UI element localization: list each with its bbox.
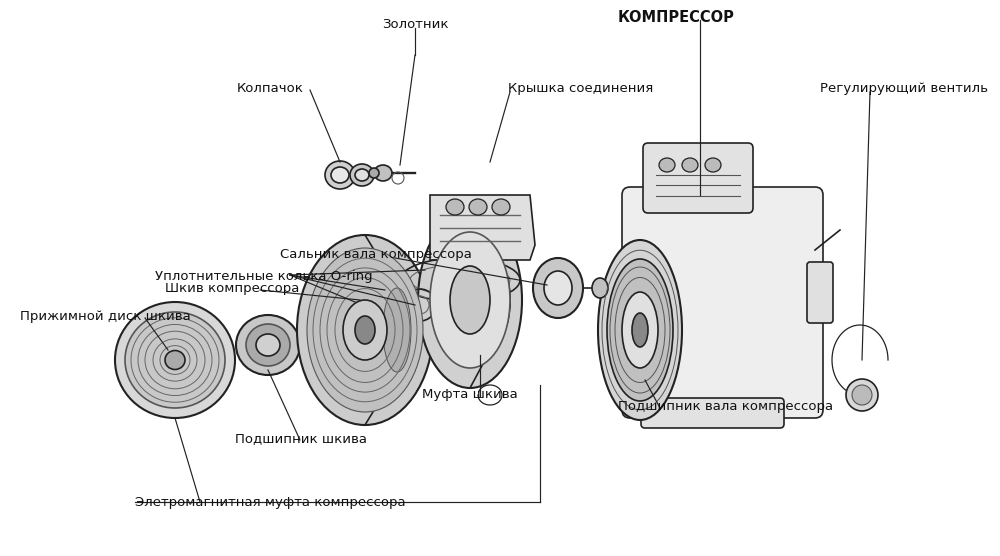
Text: Регулирующий вентиль: Регулирующий вентиль [820, 82, 988, 95]
Ellipse shape [125, 312, 225, 408]
Ellipse shape [236, 315, 300, 375]
Ellipse shape [307, 248, 423, 412]
FancyBboxPatch shape [622, 187, 823, 418]
Ellipse shape [705, 158, 721, 172]
Ellipse shape [659, 158, 675, 172]
Text: Крышка соединения: Крышка соединения [508, 82, 653, 95]
Text: Подшипник шкива: Подшипник шкива [235, 432, 367, 445]
Polygon shape [430, 195, 535, 260]
Ellipse shape [592, 278, 608, 298]
FancyBboxPatch shape [613, 262, 639, 323]
Ellipse shape [355, 169, 369, 181]
Text: КОМПРЕССОР: КОМПРЕССОР [618, 10, 735, 25]
Text: Колпачок: Колпачок [237, 82, 303, 95]
Ellipse shape [632, 313, 648, 347]
FancyBboxPatch shape [641, 398, 784, 428]
Ellipse shape [246, 324, 290, 366]
Text: Прижимной диск шкива: Прижимной диск шкива [20, 310, 191, 323]
Ellipse shape [256, 334, 280, 356]
Ellipse shape [383, 287, 411, 373]
Ellipse shape [846, 379, 878, 411]
Text: Сальник вала компрессора: Сальник вала компрессора [280, 248, 472, 261]
Text: Муфта шкива: Муфта шкива [422, 388, 518, 401]
Ellipse shape [418, 212, 522, 388]
Ellipse shape [297, 235, 433, 425]
Ellipse shape [598, 240, 682, 420]
FancyBboxPatch shape [643, 143, 753, 213]
Ellipse shape [383, 288, 411, 372]
Ellipse shape [682, 158, 698, 172]
Ellipse shape [115, 302, 235, 418]
Ellipse shape [325, 161, 355, 189]
Ellipse shape [544, 271, 572, 305]
Ellipse shape [492, 199, 510, 215]
Text: Подшипник вала компрессора: Подшипник вала компрессора [618, 400, 833, 413]
Ellipse shape [486, 264, 510, 336]
Ellipse shape [852, 385, 872, 405]
Ellipse shape [355, 316, 375, 344]
Ellipse shape [331, 167, 349, 183]
Ellipse shape [369, 168, 379, 178]
Ellipse shape [374, 165, 392, 181]
Ellipse shape [430, 232, 510, 368]
Ellipse shape [533, 258, 583, 318]
Text: Шкив компрессора: Шкив компрессора [165, 282, 299, 295]
Ellipse shape [350, 164, 374, 186]
Ellipse shape [469, 199, 487, 215]
Ellipse shape [343, 300, 387, 360]
Ellipse shape [607, 259, 673, 401]
Ellipse shape [165, 350, 185, 370]
Ellipse shape [446, 199, 464, 215]
FancyBboxPatch shape [807, 262, 833, 323]
Ellipse shape [450, 266, 490, 334]
Text: Золотник: Золотник [382, 18, 448, 31]
Ellipse shape [622, 292, 658, 368]
Text: Элетромагнитная муфта компрессора: Элетромагнитная муфта компрессора [135, 496, 406, 509]
Text: Уплотнительные колька O-ring: Уплотнительные колька O-ring [155, 270, 373, 283]
